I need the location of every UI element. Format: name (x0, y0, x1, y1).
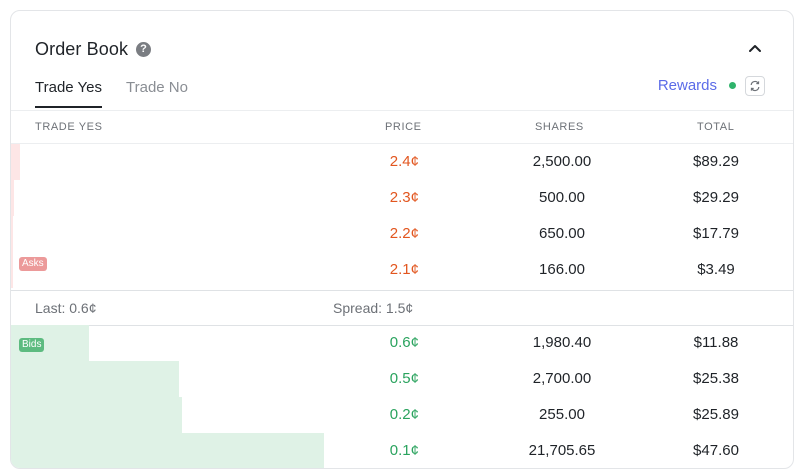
price-cell: 0.2¢ (389, 406, 419, 423)
total-cell: $25.89 (693, 406, 739, 423)
trade-tabs: Trade Yes Trade No (35, 79, 212, 108)
ask-row[interactable]: 2.2¢ 650.00 $17.79 (11, 216, 793, 252)
ask-depth-bar (11, 252, 13, 288)
bids-badge: Bids (19, 338, 45, 352)
price-cell: 0.1¢ (389, 442, 419, 459)
price-cell: 2.4¢ (389, 153, 419, 170)
ask-row[interactable]: Asks 2.1¢ 166.00 $3.49 (11, 252, 793, 288)
price-cell: 0.5¢ (389, 370, 419, 387)
last-price: Last: 0.6¢ (35, 300, 97, 316)
ask-depth-bar (11, 180, 14, 216)
column-header-price: PRICE (385, 121, 422, 133)
bid-depth-bar (11, 433, 324, 468)
bid-depth-bar (11, 361, 179, 397)
order-book-title: Order Book (35, 39, 129, 59)
help-icon[interactable]: ? (136, 42, 152, 57)
total-cell: $3.49 (697, 261, 735, 278)
tabs-divider (11, 110, 793, 111)
column-header-shares: SHARES (535, 121, 584, 133)
bid-depth-bar (11, 397, 182, 433)
rewards-link[interactable]: Rewards (657, 77, 717, 94)
live-status-dot (729, 82, 736, 89)
ask-row[interactable]: 2.4¢ 2,500.00 $89.29 (11, 144, 793, 180)
asks-badge: Asks (19, 257, 47, 271)
order-book-header: Order Book ? (35, 39, 152, 60)
chevron-up-icon[interactable] (747, 41, 763, 55)
price-cell: 2.1¢ (389, 261, 419, 278)
total-cell: $47.60 (693, 442, 739, 459)
order-book-card: Order Book ? Trade Yes Trade No Rewards … (10, 10, 794, 469)
refresh-icon (750, 80, 760, 92)
price-cell: 2.3¢ (389, 189, 419, 206)
shares-cell: 500.00 (539, 189, 585, 206)
ask-row[interactable]: 2.3¢ 500.00 $29.29 (11, 180, 793, 216)
bid-row[interactable]: Bids 0.6¢ 1,980.40 $11.88 (11, 325, 793, 361)
spread-value: Spread: 1.5¢ (333, 300, 414, 316)
total-cell: $11.88 (693, 334, 739, 351)
tab-trade-yes[interactable]: Trade Yes (35, 79, 102, 108)
bid-row[interactable]: 0.2¢ 255.00 $25.89 (11, 397, 793, 433)
bid-row[interactable]: 0.1¢ 21,705.65 $47.60 (11, 433, 793, 468)
shares-cell: 2,500.00 (532, 153, 592, 170)
column-header-total: TOTAL (697, 121, 735, 133)
tab-trade-no[interactable]: Trade No (126, 79, 188, 96)
shares-cell: 2,700.00 (532, 370, 592, 387)
ask-depth-bar (11, 216, 13, 252)
shares-cell: 255.00 (539, 406, 585, 423)
total-cell: $29.29 (693, 189, 739, 206)
column-header-side: TRADE YES (35, 121, 103, 133)
total-cell: $25.38 (693, 370, 739, 387)
ask-depth-bar (11, 144, 20, 180)
refresh-button[interactable] (745, 76, 765, 96)
last-spread-row: Last: 0.6¢ Spread: 1.5¢ (11, 290, 793, 326)
shares-cell: 21,705.65 (528, 442, 596, 459)
total-cell: $17.79 (693, 225, 739, 242)
price-cell: 2.2¢ (389, 225, 419, 242)
shares-cell: 650.00 (539, 225, 585, 242)
price-cell: 0.6¢ (389, 334, 419, 351)
shares-cell: 166.00 (539, 261, 585, 278)
header-divider (11, 143, 793, 144)
shares-cell: 1,980.40 (532, 334, 592, 351)
bid-row[interactable]: 0.5¢ 2,700.00 $25.38 (11, 361, 793, 397)
total-cell: $89.29 (693, 153, 739, 170)
